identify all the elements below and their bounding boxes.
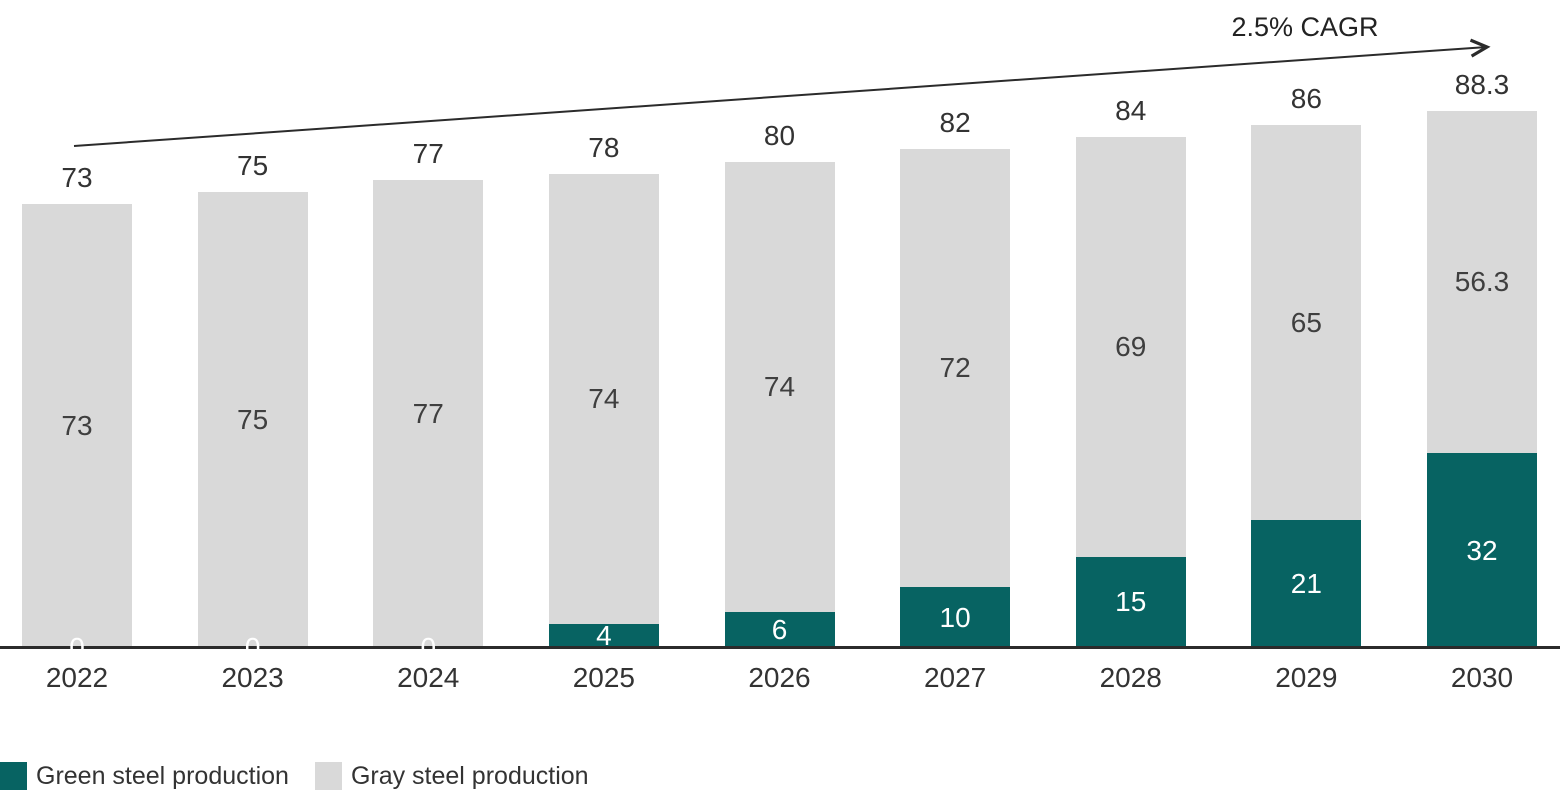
- x-axis-label-2026: 2026: [748, 662, 811, 693]
- x-axis-label-2030: 2030: [1450, 662, 1514, 693]
- total-label-2029: 86: [1290, 83, 1322, 115]
- green-value-label-2025: 4: [596, 619, 612, 651]
- green-value-label-2029: 21: [1290, 568, 1322, 600]
- x-axis-label-2025: 2025: [572, 662, 636, 693]
- legend-item-gray: Gray steel production: [314, 761, 589, 791]
- bar-segment-gray-2030: [1427, 111, 1537, 454]
- total-label-2026: 80: [763, 119, 796, 151]
- legend-label-gray: Gray steel production: [350, 762, 589, 790]
- total-label-2023: 75: [237, 150, 269, 181]
- green-value-label-2023: 0: [244, 632, 261, 663]
- legend-swatch-gray-icon: [314, 762, 342, 790]
- bar-segment-green-2027: [900, 587, 1011, 648]
- bar-segment-green-2028: [1075, 556, 1186, 648]
- green-value-label-2022: 0: [69, 632, 85, 663]
- x-axis-label-2028: 2028: [1099, 662, 1162, 693]
- bar-segment-gray-2024: [373, 179, 484, 648]
- x-axis-label-2023: 2023: [221, 662, 284, 693]
- x-axis-label-2024: 2024: [397, 662, 460, 693]
- gray-value-label-2026: 74: [763, 370, 796, 402]
- total-label-2024: 77: [412, 137, 444, 169]
- bar-segment-gray-2023: [197, 192, 308, 648]
- legend-swatch-green-icon: [0, 762, 27, 790]
- green-value-label-2027: 10: [939, 601, 971, 633]
- green-value-label-2030: 32: [1466, 534, 1498, 566]
- gray-value-label-2022: 73: [61, 410, 93, 442]
- gray-value-label-2028: 69: [1115, 331, 1147, 363]
- bar-segment-green-2025: [548, 623, 659, 648]
- green-value-label-2024: 0: [420, 632, 437, 663]
- bar-segment-gray-2026: [724, 161, 835, 612]
- bar-segment-gray-2028: [1075, 137, 1186, 557]
- total-label-2027: 82: [939, 107, 971, 139]
- x-axis-label-2022: 2022: [45, 662, 109, 693]
- gray-value-label-2025: 74: [588, 382, 620, 414]
- total-label-2022: 73: [61, 162, 93, 194]
- bar-segment-green-2029: [1251, 520, 1362, 648]
- gray-value-label-2029: 65: [1290, 306, 1322, 338]
- gray-value-label-2024: 77: [412, 397, 444, 429]
- total-label-2028: 84: [1115, 95, 1147, 127]
- bar-segment-green-2030: [1427, 453, 1537, 648]
- green-value-label-2026: 6: [771, 613, 788, 645]
- bar-segment-gray-2022: [22, 204, 132, 648]
- gray-value-label-2023: 75: [237, 404, 269, 435]
- x-axis-line: [0, 646, 1560, 649]
- total-label-2030: 88.3: [1454, 69, 1510, 101]
- legend: Green steel production Gray steel produc…: [0, 761, 589, 791]
- total-label-2025: 78: [588, 131, 620, 163]
- bar-segment-gray-2025: [548, 173, 659, 624]
- bar-segment-gray-2027: [900, 149, 1011, 588]
- bar-segment-gray-2029: [1251, 125, 1362, 521]
- x-axis-label-2027: 2027: [923, 662, 987, 693]
- green-value-label-2028: 15: [1115, 586, 1147, 618]
- cagr-label: 2.5% CAGR: [1231, 12, 1379, 42]
- legend-item-green: Green steel production: [0, 761, 289, 791]
- x-axis-label-2029: 2029: [1275, 662, 1338, 693]
- legend-label-green: Green steel production: [36, 762, 289, 790]
- gray-value-label-2030: 56.3: [1454, 266, 1510, 298]
- bar-segment-green-2026: [724, 611, 835, 648]
- gray-value-label-2027: 72: [939, 352, 971, 384]
